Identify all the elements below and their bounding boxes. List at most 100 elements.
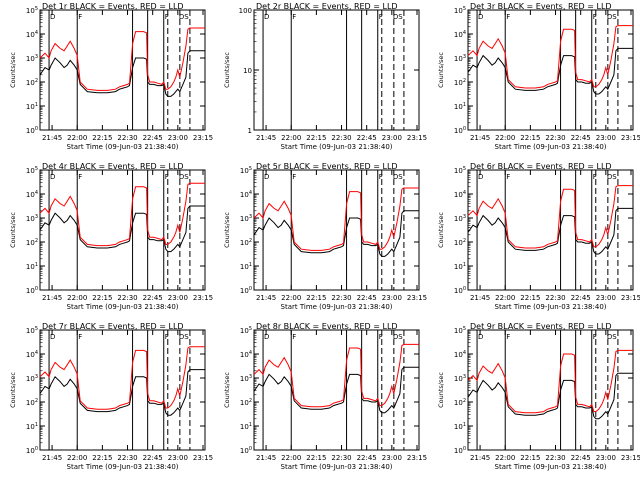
y-axis-label: Counts/sec — [9, 212, 17, 248]
events-series-line — [467, 47, 633, 95]
y-tick-label: 100 — [26, 446, 38, 455]
y-tick-label: 105 — [26, 166, 38, 175]
x-tick-label: 22:30 — [545, 134, 565, 142]
y-tick-label: 105 — [454, 166, 466, 175]
detector-panel-6: Det 6r BLACK = Events, RED = LLD 100 101 10… — [437, 162, 640, 311]
y-tick-label: 103 — [26, 54, 38, 63]
x-tick-label: 22:30 — [117, 134, 137, 142]
lld-series-line — [39, 346, 205, 410]
event-marker-label: F — [292, 13, 296, 21]
x-tick-label: 22:45 — [143, 134, 163, 142]
x-tick-label: 22:15 — [92, 294, 112, 302]
event-marker-label: DS — [607, 173, 617, 181]
x-tick-label: 22:45 — [357, 294, 377, 302]
panel-title: Det 2r BLACK = Events, RED = LLD — [256, 2, 398, 11]
detector-panel-5: Det 5r BLACK = Events, RED = LLD 100 101 10… — [223, 162, 427, 311]
events-series-line — [467, 207, 633, 255]
y-tick-label: 102 — [454, 398, 466, 407]
event-marker-label: DS — [393, 333, 403, 341]
event-marker-label: F — [292, 173, 296, 181]
event-marker-label: F — [506, 13, 510, 21]
x-tick-label: 23:15 — [621, 294, 640, 302]
x-tick-label: 23:15 — [407, 294, 427, 302]
events-series-line — [39, 50, 205, 97]
x-tick-label: 22:45 — [571, 454, 591, 462]
x-tick-label: 22:00 — [67, 134, 87, 142]
plot-frame — [39, 9, 206, 131]
event-marker-label: DS — [179, 173, 189, 181]
x-tick-label: 21:45 — [256, 134, 276, 142]
plot-frame — [253, 169, 420, 291]
x-tick-label: 22:30 — [331, 134, 351, 142]
x-tick-label: 22:45 — [357, 134, 377, 142]
y-tick-label: 101 — [26, 262, 38, 271]
y-tick-label: 102 — [454, 238, 466, 247]
y-tick-label: 101 — [454, 262, 466, 271]
y-tick-label: 104 — [240, 190, 252, 199]
event-marker-label: DS — [179, 13, 189, 21]
event-marker-label: F — [78, 173, 82, 181]
event-marker-label: F — [78, 333, 82, 341]
event-marker-label: DS — [393, 13, 403, 21]
events-series-line — [467, 372, 633, 420]
panel-title: Det 8r BLACK = Events, RED = LLD — [256, 322, 398, 331]
x-axis-label: Start Time (09-Jun-03 21:38:40) — [281, 303, 393, 311]
y-tick-label: 103 — [454, 54, 466, 63]
y-tick-label: 100 — [454, 126, 466, 135]
event-marker-label: F — [78, 13, 82, 21]
lld-series-line — [253, 343, 419, 408]
lld-series-line — [39, 182, 205, 247]
x-tick-label: 22:45 — [143, 294, 163, 302]
lld-series-line — [467, 349, 633, 414]
detector-panel-3: Det 3r BLACK = Events, RED = LLD 100 101 10… — [437, 2, 640, 151]
event-marker-label: DS — [607, 333, 617, 341]
x-axis-label: Start Time (09-Jun-03 21:38:40) — [495, 463, 607, 471]
y-tick-label: 100 — [26, 126, 38, 135]
y-tick-label: 100 — [240, 446, 252, 455]
x-tick-label: 23:00 — [596, 134, 616, 142]
x-tick-label: 23:00 — [596, 454, 616, 462]
x-tick-label: 23:15 — [407, 134, 427, 142]
y-tick-label: 100 — [26, 286, 38, 295]
x-tick-label: 21:45 — [470, 134, 490, 142]
x-tick-label: 22:00 — [281, 454, 301, 462]
x-tick-label: 23:15 — [193, 454, 213, 462]
event-marker-label: F — [506, 333, 510, 341]
event-marker-label: D — [50, 13, 55, 21]
x-tick-label: 22:15 — [520, 134, 540, 142]
plot-frame — [39, 329, 206, 451]
y-tick-label: 100 — [239, 7, 252, 15]
x-tick-label: 22:00 — [495, 454, 515, 462]
detector-panel-4: Det 4r BLACK = Events, RED = LLD 100 101 10… — [9, 162, 213, 311]
lld-series-line — [467, 25, 633, 89]
y-tick-label: 103 — [26, 374, 38, 383]
y-tick-label: 105 — [454, 326, 466, 335]
event-marker-label: F — [506, 173, 510, 181]
event-marker-label: F — [593, 13, 597, 21]
y-tick-label: 100 — [454, 446, 466, 455]
x-tick-label: 22:30 — [117, 294, 137, 302]
x-tick-label: 22:15 — [520, 454, 540, 462]
event-marker-label: F — [292, 333, 296, 341]
y-tick-label: 105 — [240, 166, 252, 175]
y-axis-label: Counts/sec — [9, 52, 17, 88]
lld-series-line — [39, 27, 205, 91]
y-tick-label: 103 — [454, 374, 466, 383]
events-series-line — [253, 366, 419, 414]
x-axis-label: Start Time (09-Jun-03 21:38:40) — [281, 143, 393, 151]
plot-frame — [467, 169, 634, 291]
x-tick-label: 22:00 — [67, 294, 87, 302]
y-tick-label: 104 — [240, 350, 252, 359]
detector-panel-2: Det 2r BLACK = Events, RED = LLD 1 10 100 Co… — [223, 2, 427, 151]
x-tick-label: 23:15 — [621, 134, 640, 142]
x-tick-label: 22:00 — [495, 134, 515, 142]
event-marker-label: F — [379, 173, 383, 181]
x-tick-label: 23:15 — [193, 294, 213, 302]
y-tick-label: 101 — [26, 422, 38, 431]
y-axis-label: Counts/sec — [437, 52, 445, 88]
x-axis-label: Start Time (09-Jun-03 21:38:40) — [67, 303, 179, 311]
x-tick-label: 23:15 — [407, 454, 427, 462]
event-marker-label: D — [478, 333, 483, 341]
x-tick-label: 23:15 — [621, 454, 640, 462]
